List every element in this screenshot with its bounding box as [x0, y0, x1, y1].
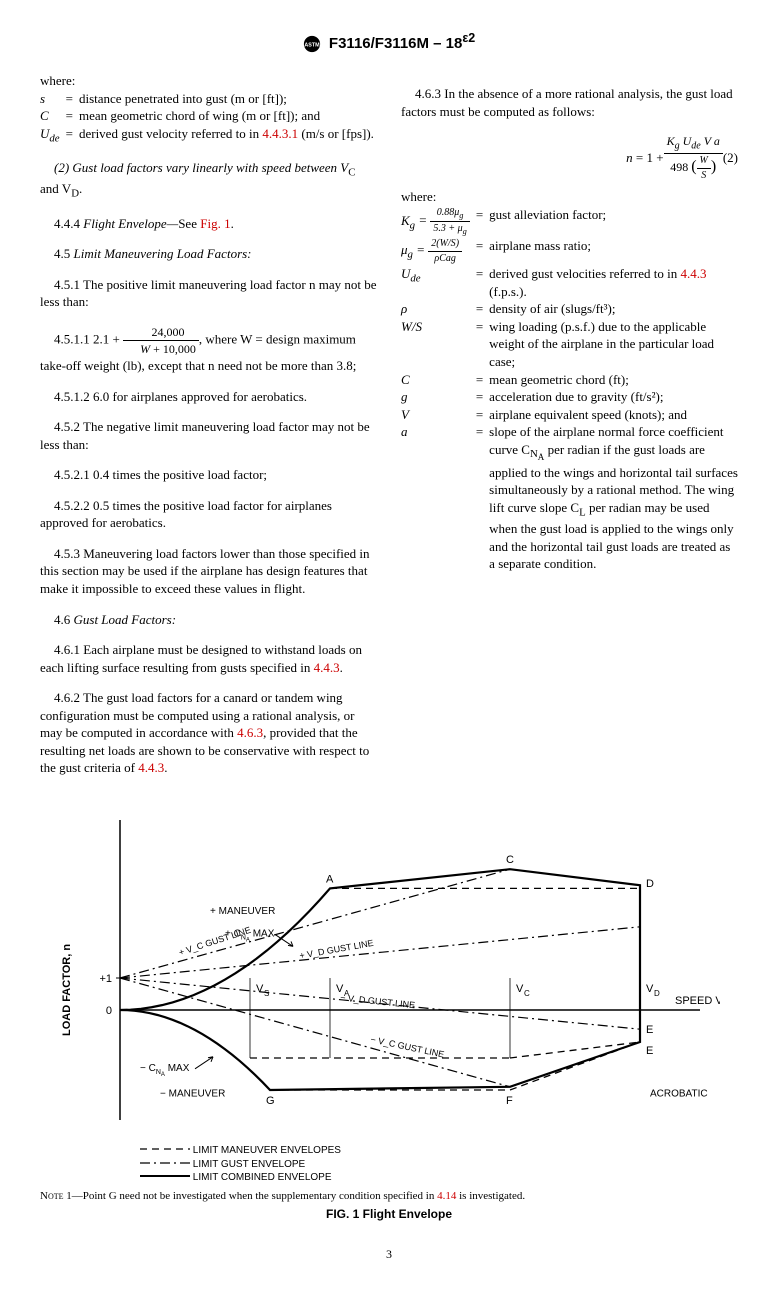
legend-row-3: LIMIT COMBINED ENVELOPE	[140, 1171, 738, 1185]
where-table-2: Kg = 0.88μg5.3 + μg = gust alleviation f…	[401, 206, 738, 573]
sym-s: s	[40, 90, 66, 108]
sec-45: 4.5 Limit Maneuvering Load Factors:	[40, 245, 377, 263]
page-number: 3	[40, 1246, 738, 1262]
svg-text:D: D	[646, 878, 654, 890]
ref-4431[interactable]: 4.4.3.1	[262, 126, 298, 141]
svg-text:− MANEUVER: − MANEUVER	[160, 1088, 225, 1099]
sec-4521: 4.5.2.1 0.4 times the positive load fact…	[40, 466, 377, 484]
equation-2: n = 1 + Kg Ude V a 498 (WS) (2)	[401, 133, 738, 182]
eq: =	[66, 90, 79, 108]
where-label-2: where:	[401, 188, 738, 206]
svg-text:− CNA MAX: − CNA MAX	[140, 1063, 190, 1078]
svg-text:A: A	[326, 873, 334, 885]
sym-c: C	[40, 107, 66, 125]
svg-text:V: V	[646, 983, 654, 995]
svg-text:+ V_D GUST LINE: + V_D GUST LINE	[299, 938, 375, 961]
svg-text:C: C	[506, 854, 514, 866]
def-a: slope of the airplane normal force coeff…	[489, 423, 738, 572]
ref-fig1[interactable]: Fig. 1	[200, 216, 230, 231]
svg-text:SPEED V: SPEED V	[675, 995, 720, 1007]
svg-text:+1: +1	[99, 973, 112, 985]
sec-444: 4.4.4 Flight Envelope—See Fig. 1.	[40, 215, 377, 233]
flight-envelope-chart: +10LOAD FACTOR, nVSVAVCVDSPEED VACDEEFG+…	[40, 810, 720, 1140]
where-table-1: s = distance penetrated into gust (m or …	[40, 90, 374, 146]
figure-legend: LIMIT MANEUVER ENVELOPES LIMIT GUST ENVE…	[140, 1144, 738, 1185]
p-gustvary: (2) Gust load factors vary linearly with…	[40, 159, 377, 201]
sec-452: 4.5.2 The negative limit maneuvering loa…	[40, 418, 377, 453]
svg-text:0: 0	[106, 1005, 112, 1017]
svg-text:E: E	[646, 1045, 653, 1057]
svg-text:E: E	[646, 1024, 653, 1036]
svg-text:ACROBATIC: ACROBATIC	[650, 1088, 708, 1099]
frac-4511: 24,000 W + 10,000	[123, 324, 199, 357]
sec-462: 4.6.2 The gust load factors for a canard…	[40, 689, 377, 777]
svg-text:− V_C GUST LINE: − V_C GUST LINE	[370, 1034, 446, 1059]
sec-4511: 4.5.1.1 2.1 + 24,000 W + 10,000 , where …	[40, 324, 377, 375]
svg-text:G: G	[266, 1095, 275, 1107]
sec-461: 4.6.1 Each airplane must be designed to …	[40, 641, 377, 676]
sec-4522: 4.5.2.2 0.5 times the positive load fact…	[40, 497, 377, 532]
figure-1: +10LOAD FACTOR, nVSVAVCVDSPEED VACDEEFG+…	[40, 810, 738, 1222]
sec-451: 4.5.1 The positive limit maneuvering loa…	[40, 276, 377, 311]
sym-kg: Kg = 0.88μg5.3 + μg	[401, 206, 476, 237]
svg-text:LOAD FACTOR, n: LOAD FACTOR, n	[61, 944, 73, 1036]
svg-text:− V_D GUST LINE: − V_D GUST LINE	[340, 992, 416, 1010]
def-ude: derived gust velocity referred to in 4.4…	[79, 125, 374, 146]
ref-443c[interactable]: 4.4.3	[681, 266, 707, 281]
svg-text:D: D	[654, 989, 660, 998]
doc-number: F3116/F3116M – 18	[329, 35, 462, 52]
ref-443b[interactable]: 4.4.3	[138, 760, 164, 775]
svg-text:F: F	[506, 1095, 513, 1107]
sym-mug: μg = 2(W/S)ρCag	[401, 237, 476, 265]
def-s: distance penetrated into gust (m or [ft]…	[79, 90, 374, 108]
astm-logo-icon: ASTM	[303, 35, 321, 53]
svg-text:+ MANEUVER: + MANEUVER	[210, 906, 275, 917]
sec-463: 4.6.3 In the absence of a more rational …	[401, 85, 738, 120]
legend-row-2: LIMIT GUST ENVELOPE	[140, 1158, 738, 1172]
svg-text:S: S	[264, 989, 269, 998]
eq-number-2: (2)	[723, 149, 738, 167]
right-column: 4.6.3 In the absence of a more rational …	[401, 72, 738, 790]
legend-row-1: LIMIT MANEUVER ENVELOPES	[140, 1144, 738, 1158]
ref-443a[interactable]: 4.4.3	[314, 660, 340, 675]
svg-text:C: C	[524, 989, 530, 998]
left-column: where: s = distance penetrated into gust…	[40, 72, 377, 790]
svg-text:V: V	[516, 983, 524, 995]
sec-453: 4.5.3 Maneuvering load factors lower tha…	[40, 545, 377, 598]
where-label: where:	[40, 72, 377, 90]
sec-46: 4.6 Gust Load Factors:	[40, 611, 377, 629]
sym-ude2: Ude	[401, 265, 476, 300]
ref-463[interactable]: 4.6.3	[237, 725, 263, 740]
def-c: mean geometric chord of wing (m or [ft])…	[79, 107, 374, 125]
body-columns: where: s = distance penetrated into gust…	[40, 72, 738, 790]
sym-ude: Ude	[40, 125, 66, 146]
sec-4512: 4.5.1.2 6.0 for airplanes approved for a…	[40, 388, 377, 406]
doc-sup: ε2	[462, 31, 475, 45]
svg-text:V: V	[256, 983, 264, 995]
figure-caption: FIG. 1 Flight Envelope	[40, 1206, 738, 1222]
ref-414[interactable]: 4.14	[437, 1190, 456, 1202]
figure-note: Note NOTE 1—Point G need not be investig…	[40, 1189, 738, 1204]
doc-header: ASTM F3116/F3116M – 18ε2	[40, 30, 738, 54]
svg-text:ASTM: ASTM	[304, 43, 320, 49]
